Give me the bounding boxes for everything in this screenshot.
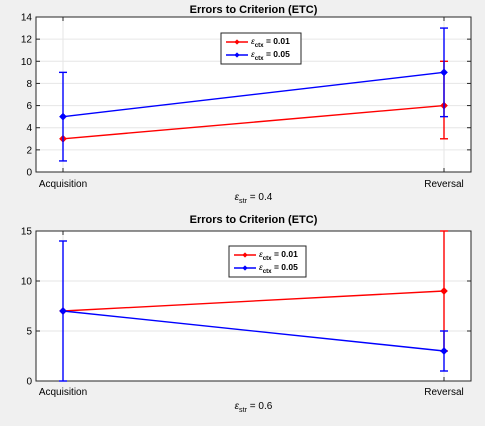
data-point bbox=[59, 112, 67, 121]
legend-marker bbox=[234, 39, 240, 45]
series-1 bbox=[59, 60, 448, 143]
legend-label: εctx = 0.01 bbox=[251, 36, 290, 49]
series-line bbox=[62, 290, 445, 312]
y-tick-label: 12 bbox=[21, 35, 33, 46]
y-tick-label: 14 bbox=[21, 13, 33, 24]
y-tick-label: 10 bbox=[21, 57, 33, 68]
data-point bbox=[440, 68, 448, 77]
y-tick-label: 5 bbox=[26, 327, 32, 338]
legend-marker bbox=[242, 252, 248, 258]
legend-label: εctx = 0.01 bbox=[259, 249, 298, 262]
series-line bbox=[62, 104, 445, 140]
data-point bbox=[440, 287, 448, 295]
y-tick-label: 8 bbox=[26, 79, 32, 90]
chart-title: Errors to Criterion (ETC) bbox=[190, 214, 318, 226]
x-tick-label: Reversal bbox=[424, 179, 463, 190]
legend-box bbox=[228, 245, 307, 278]
y-tick-label: 10 bbox=[21, 277, 33, 288]
data-point bbox=[440, 347, 448, 355]
y-tick-label: 2 bbox=[26, 145, 32, 156]
chart-title: Errors to Criterion (ETC) bbox=[190, 4, 318, 16]
x-tick-label: Reversal bbox=[424, 387, 463, 398]
chart-panel-2: 0 5 10 15 Acquisition Reversal Errors to Crite… bbox=[21, 214, 472, 414]
y-tick-label: 4 bbox=[26, 123, 32, 134]
x-axis-label: εstr = 0.6 bbox=[235, 401, 273, 414]
series-line bbox=[62, 71, 445, 118]
x-axis-label: εstr = 0.4 bbox=[235, 192, 273, 205]
legend-marker bbox=[234, 52, 240, 58]
x-tick-label: Acquisition bbox=[39, 179, 87, 190]
y-tick-label: 6 bbox=[26, 101, 32, 112]
series-line bbox=[62, 310, 445, 352]
axes-box bbox=[35, 230, 472, 382]
y-tick-label: 0 bbox=[26, 377, 32, 388]
legend-box bbox=[220, 32, 302, 65]
legend-label: εctx = 0.05 bbox=[251, 49, 290, 62]
legend-marker bbox=[242, 265, 248, 271]
axes-box bbox=[35, 16, 472, 173]
series-2 bbox=[59, 27, 448, 162]
x-tick-label: Acquisition bbox=[39, 387, 87, 398]
chart-panel-1: 0 2 4 6 8 10 12 14 Acquisition Reversal Errors to … bbox=[21, 4, 472, 205]
data-point bbox=[59, 307, 67, 315]
series-2 bbox=[59, 240, 448, 382]
y-tick-label: 0 bbox=[26, 168, 32, 179]
legend-label: εctx = 0.05 bbox=[259, 262, 298, 275]
y-tick-label: 15 bbox=[21, 227, 33, 238]
